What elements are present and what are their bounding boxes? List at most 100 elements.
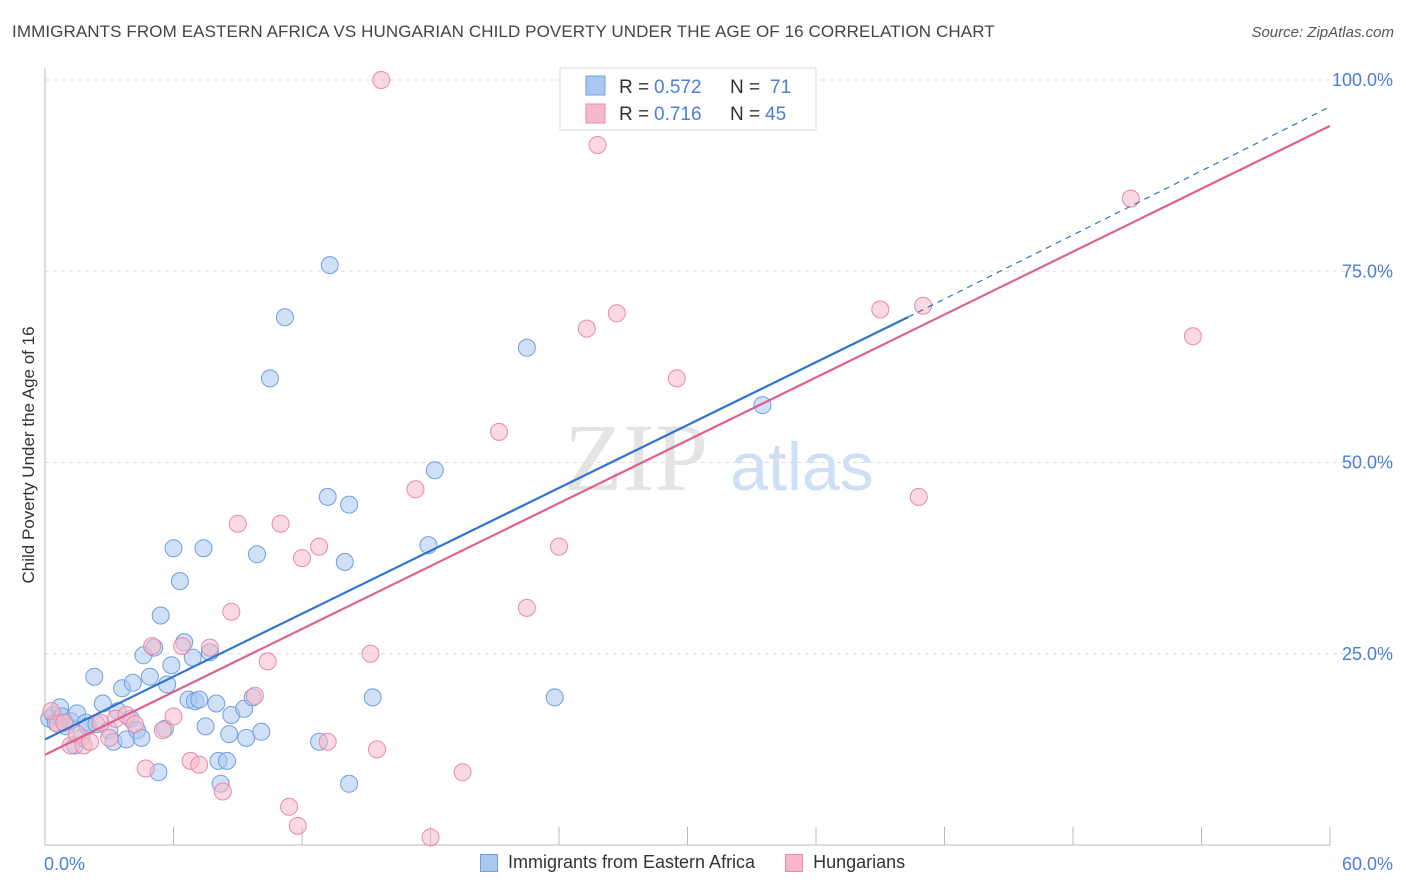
pink-point-33 <box>372 71 391 89</box>
chart-title: IMMIGRANTS FROM EASTERN AFRICA VS HUNGAR… <box>12 22 995 41</box>
legend-pink-r-label: R = <box>619 104 649 125</box>
blue-point-32 <box>164 539 183 558</box>
pink-point-37 <box>490 422 508 441</box>
blue-point-63 <box>425 461 444 480</box>
blue-point-61 <box>363 688 382 707</box>
pink-point-12 <box>136 759 155 778</box>
blue-point-56 <box>318 487 337 506</box>
pink-point-43 <box>667 369 686 388</box>
watermark: ZIP atlas <box>564 404 874 511</box>
pink-point-46 <box>914 296 933 315</box>
legend: R = 0.572 N = 71 R = 0.716 N = 45 <box>559 67 817 131</box>
blue-point-39 <box>194 539 213 558</box>
legend-item-pink-swatch <box>785 853 804 872</box>
legend-blue-r-value: 0.572 <box>654 77 702 98</box>
pink-point-42 <box>607 304 626 323</box>
tick-labels: 25.0% 50.0% 75.0% 100.0% 0.0% 60.0% <box>44 70 1393 874</box>
x-tick-label-0: 0.0% <box>44 854 85 874</box>
pink-point-27 <box>288 816 307 835</box>
pink-point-26 <box>280 797 299 816</box>
pink-point-30 <box>318 732 337 751</box>
pink-point-38 <box>517 598 536 617</box>
pink-point-35 <box>421 828 440 847</box>
blue-point-33 <box>170 572 189 591</box>
pink-point-18 <box>190 755 209 774</box>
blue-point-12 <box>85 667 104 686</box>
legend-item-pink: Hungarians <box>785 852 905 873</box>
pink-point-41 <box>588 136 607 154</box>
blue-point-59 <box>340 495 359 514</box>
pink-point-11 <box>125 715 144 734</box>
blue-point-38 <box>190 690 209 709</box>
blue-point-57 <box>320 256 339 275</box>
x-tick-label-1: 60.0% <box>1342 854 1393 874</box>
legend-pink-n-label: N = <box>730 104 760 125</box>
y-tick-label-1: 50.0% <box>1342 453 1393 473</box>
pink-point-39 <box>550 537 568 556</box>
blue-point-53 <box>260 369 279 388</box>
series-pink-points <box>42 71 1202 847</box>
pink-point-14 <box>153 721 172 740</box>
blue-point-66 <box>753 396 772 415</box>
pink-point-34 <box>406 480 425 499</box>
blue-point-52 <box>252 722 271 741</box>
series-legend: Immigrants from Eastern Africa Hungarian… <box>480 852 935 873</box>
watermark-zip: ZIP <box>564 404 708 511</box>
legend-blue-swatch <box>585 75 606 96</box>
blue-point-60 <box>340 774 359 793</box>
blue-point-28 <box>151 606 170 625</box>
pink-point-40 <box>577 319 596 338</box>
blue-point-45 <box>218 751 236 770</box>
blue-point-40 <box>196 717 215 736</box>
pink-point-28 <box>293 549 311 568</box>
blue-point-64 <box>517 338 536 357</box>
blue-trendline-extension <box>907 106 1331 318</box>
pink-point-22 <box>228 514 247 533</box>
legend-pink-n-value: 45 <box>765 104 786 125</box>
pink-trendline <box>44 124 1331 756</box>
pink-point-19 <box>200 638 219 657</box>
legend-blue-r-label: R = <box>619 77 649 98</box>
legend-pink-swatch <box>585 103 606 124</box>
pink-point-47 <box>1121 189 1140 208</box>
legend-item-blue-swatch <box>480 853 498 872</box>
pink-point-24 <box>258 652 277 671</box>
pink-point-23 <box>245 686 264 705</box>
y-tick-label-2: 75.0% <box>1342 261 1393 281</box>
blue-point-58 <box>335 553 354 571</box>
legend-item-blue-label: Immigrants from Eastern Africa <box>508 852 756 872</box>
blue-point-42 <box>207 694 226 713</box>
pink-point-20 <box>213 782 232 801</box>
y-tick-label-3: 100.0% <box>1332 70 1393 90</box>
pink-point-32 <box>368 740 386 759</box>
blue-point-51 <box>248 545 266 564</box>
grid <box>45 79 1392 655</box>
blue-point-46 <box>220 725 239 744</box>
legend-blue-n-value: 71 <box>770 77 791 98</box>
blue-point-25 <box>140 667 159 686</box>
pink-point-36 <box>453 763 472 782</box>
y-tick-label-0: 25.0% <box>1342 644 1393 664</box>
pink-point-31 <box>361 644 380 663</box>
pink-point-8 <box>100 728 119 747</box>
blue-point-54 <box>275 308 294 327</box>
pink-point-16 <box>173 637 192 656</box>
pink-point-29 <box>310 537 329 556</box>
trendlines <box>44 106 1331 756</box>
blue-point-65 <box>545 688 564 707</box>
blue-trendline <box>44 316 909 741</box>
source-label: Source: ZipAtlas.com <box>1251 24 1394 41</box>
pink-point-21 <box>222 602 241 621</box>
pink-point-48 <box>1183 327 1202 346</box>
pink-point-15 <box>164 707 183 726</box>
blue-point-30 <box>158 675 177 694</box>
series-blue-points <box>40 256 772 793</box>
blue-point-31 <box>162 656 181 675</box>
blue-point-21 <box>123 673 142 692</box>
pink-point-13 <box>143 637 162 656</box>
pink-point-45 <box>909 487 928 506</box>
pink-point-44 <box>871 300 890 319</box>
y-axis-label: Child Poverty Under the Age of 16 <box>19 326 38 583</box>
legend-pink-r-value: 0.716 <box>654 104 702 125</box>
